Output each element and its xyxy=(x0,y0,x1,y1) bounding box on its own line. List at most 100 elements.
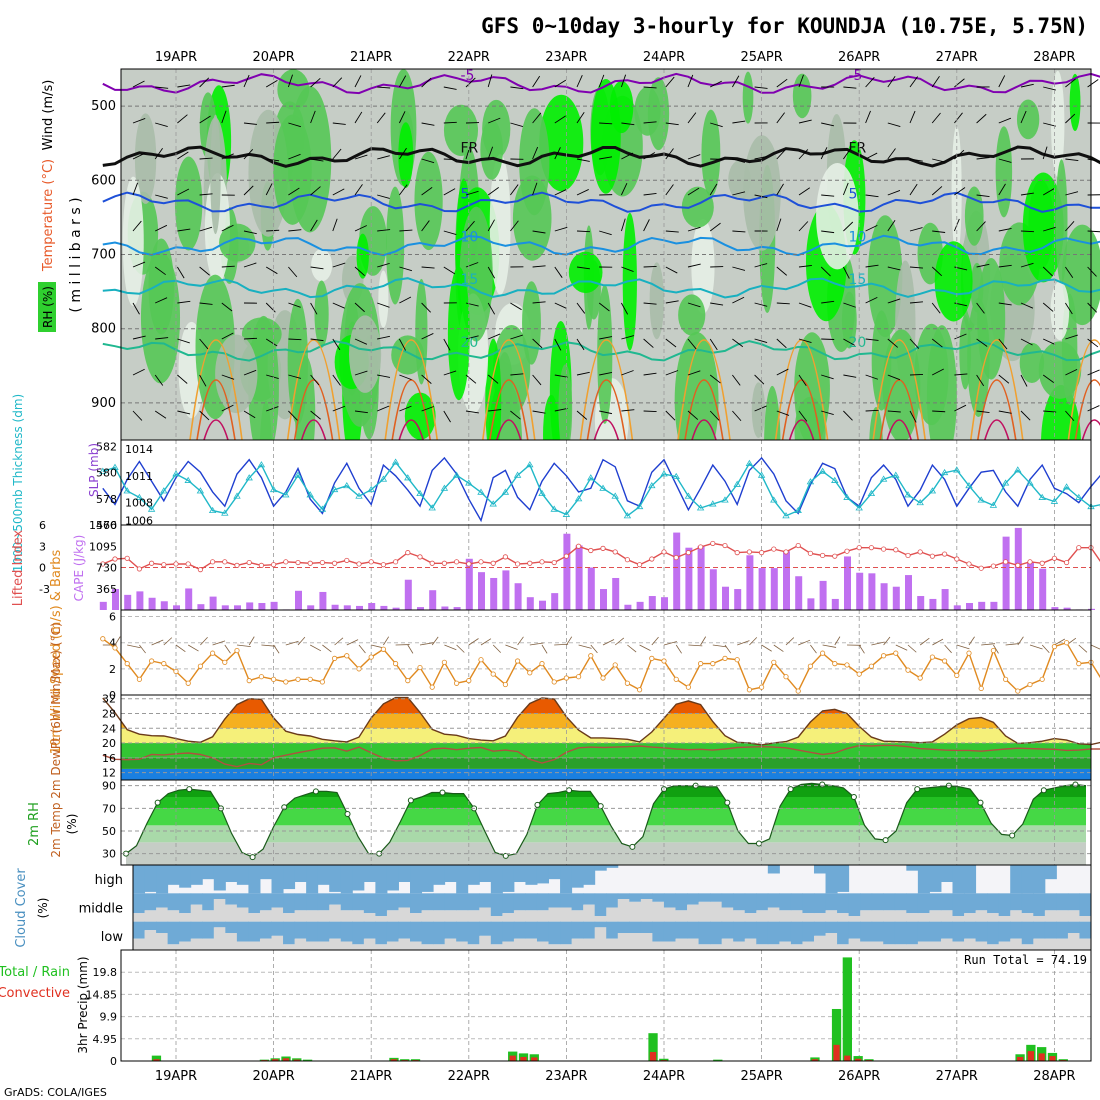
cloud-middle-bar xyxy=(352,893,365,911)
warm-contour xyxy=(886,419,912,441)
lifted-index-line-point xyxy=(319,559,325,566)
cloud-gap xyxy=(317,941,330,950)
cloud-low-bar xyxy=(767,921,780,945)
rh-point xyxy=(629,843,636,850)
cloud-gap xyxy=(1021,913,1034,922)
thickness-line-point xyxy=(416,489,424,497)
cloud-gap xyxy=(421,910,434,922)
cape-bar xyxy=(441,606,449,610)
cloud-high-bar xyxy=(825,865,838,894)
wind-barb xyxy=(187,644,199,652)
thickness-line-point xyxy=(1050,497,1059,504)
thickness-line-point xyxy=(745,459,754,466)
wind-barb xyxy=(265,79,278,88)
cloud-gap xyxy=(259,910,273,922)
cloud-middle-bar xyxy=(987,893,1000,914)
cloud-gap xyxy=(1067,933,1080,950)
cape-bar xyxy=(953,605,961,610)
cloud-low-bar xyxy=(871,921,884,942)
wind-barb xyxy=(487,219,495,232)
wind-speed-line-point xyxy=(856,671,862,677)
warm-contour xyxy=(586,379,627,441)
wind-barb xyxy=(177,228,191,232)
wind-barb xyxy=(798,187,811,196)
wind-barb xyxy=(421,122,435,126)
cloud-high-bar xyxy=(964,865,977,894)
cape-bar xyxy=(453,607,461,610)
wind-barb xyxy=(621,409,635,412)
rh-point xyxy=(1009,832,1016,839)
wind-barb xyxy=(221,404,234,412)
wind-barb xyxy=(998,374,1010,384)
cloud-low-bar xyxy=(940,921,953,939)
wind-barb xyxy=(465,302,479,307)
wind-barb xyxy=(599,122,613,125)
wind-speed-line-point xyxy=(771,659,777,665)
lifted-index-line-point xyxy=(563,553,570,559)
cloud-gap xyxy=(306,910,319,922)
thickness-line-point xyxy=(623,512,632,519)
wind-barb xyxy=(1029,644,1043,650)
wind-speed-line-point xyxy=(880,653,887,659)
wind-barb xyxy=(621,122,635,126)
wind-barb xyxy=(776,218,782,232)
isotherm-line xyxy=(102,277,1100,299)
cape-bar xyxy=(722,586,729,610)
cape-bar xyxy=(1002,536,1010,610)
cloud-low-bar xyxy=(536,921,550,942)
cloud-gap xyxy=(848,938,861,950)
wind-barb xyxy=(976,221,986,232)
cloud-high-bar xyxy=(571,865,584,888)
wind-speed-line-point xyxy=(710,661,716,667)
cloud-gap xyxy=(675,910,688,922)
wind-barb xyxy=(132,261,146,268)
thickness-line-point xyxy=(879,475,888,482)
cloud-low-bar xyxy=(133,921,146,939)
lifted-index-line-point xyxy=(149,560,155,566)
wind-speed-line-point xyxy=(661,658,667,664)
wind-barb xyxy=(155,122,168,127)
warm-contour xyxy=(691,419,717,441)
rh-patch xyxy=(995,126,1013,218)
wind-barb xyxy=(480,638,492,646)
wind-barb xyxy=(976,338,988,347)
wind-barb xyxy=(487,374,499,384)
isotherm-label: 20 xyxy=(461,335,479,351)
cloud-gap xyxy=(479,907,492,922)
wind-speed-line-point xyxy=(453,680,460,686)
cloud-high-bar xyxy=(213,865,226,891)
wind-speed-line-point xyxy=(941,658,948,664)
warm-contour xyxy=(391,379,431,441)
wind-barb xyxy=(919,637,930,646)
wind-barb xyxy=(377,302,390,308)
cloud-low-bar xyxy=(998,921,1011,942)
wind-barb xyxy=(776,266,788,276)
wind-barb xyxy=(468,638,479,646)
rh-patch xyxy=(701,109,721,197)
cloud-high-bar xyxy=(133,865,146,894)
lifted-index-line-point xyxy=(966,561,972,567)
wind-barb xyxy=(243,149,254,160)
cloud-high-bar xyxy=(375,865,388,894)
date-label-top: 26APR xyxy=(838,50,880,65)
lifted-index-line-point xyxy=(917,549,923,555)
precip-tick: 4.95 xyxy=(93,1033,118,1046)
cloud-middle-bar xyxy=(317,893,330,911)
thickness-line-point xyxy=(953,466,961,473)
cloud-middle-bar xyxy=(213,893,226,899)
footer-credit: GrADS: COLA/IGES xyxy=(4,1086,107,1099)
lifted-index-line-point xyxy=(783,549,789,555)
cloud-high-bar xyxy=(386,865,399,891)
wind-speed-line-point xyxy=(124,661,130,667)
warm-contour xyxy=(300,419,327,441)
cloud-gap xyxy=(375,944,388,950)
cape-bar xyxy=(563,533,571,610)
precip-total-bar xyxy=(713,1059,723,1061)
precip-total-bar xyxy=(648,1033,658,1061)
run-total-label: Run Total = 74.19 xyxy=(964,953,1087,967)
cloud-gap xyxy=(352,944,365,950)
cloud-gap xyxy=(548,907,561,922)
cloud-middle-bar xyxy=(952,893,965,916)
wind-barb xyxy=(956,644,970,650)
wind-barb xyxy=(177,84,191,88)
